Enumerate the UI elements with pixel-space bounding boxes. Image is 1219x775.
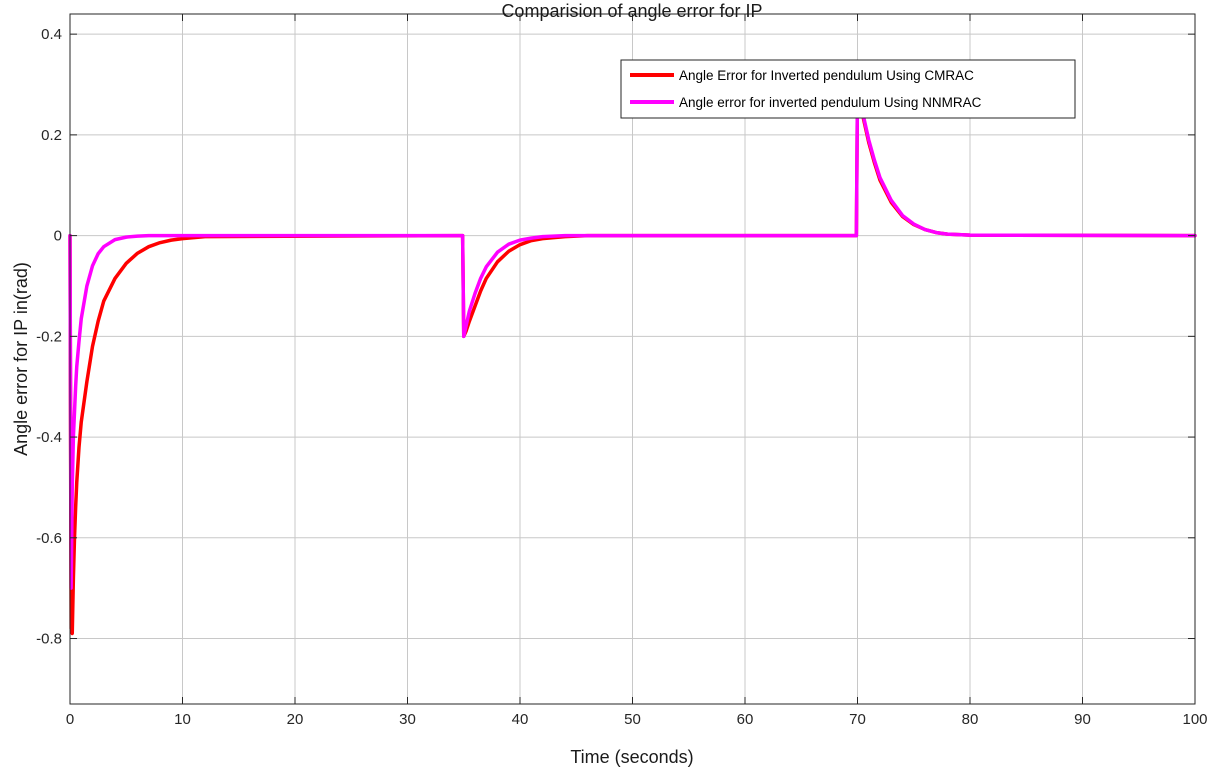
legend: Angle Error for Inverted pendulum Using … bbox=[620, 59, 1076, 119]
y-tick-label: -0.8 bbox=[36, 631, 62, 648]
y-tick-labels: 0.4 0.2 0 -0.2 -0.4 -0.6 -0.8 bbox=[36, 26, 62, 647]
x-tick-label: 50 bbox=[624, 711, 641, 728]
y-axis-label: Angle error for IP in(rad) bbox=[11, 262, 31, 456]
grid-lines bbox=[69, 14, 1196, 704]
x-tick-labels: 0 10 20 30 40 50 60 70 80 90 100 bbox=[66, 711, 1208, 728]
legend-box bbox=[620, 59, 1076, 119]
x-axis-label: Time (seconds) bbox=[570, 747, 693, 767]
y-tick-label: 0 bbox=[54, 228, 62, 245]
x-tick-label: 60 bbox=[737, 711, 754, 728]
legend-label-nnmrac: Angle error for inverted pendulum Using … bbox=[679, 95, 982, 110]
x-tick-label: 40 bbox=[512, 711, 529, 728]
y-tick-label: 0.2 bbox=[41, 127, 62, 144]
x-tick-label: 0 bbox=[66, 711, 74, 728]
series-line-nnmrac bbox=[68, 82, 1197, 590]
x-tick-label: 30 bbox=[399, 711, 416, 728]
series-layer bbox=[68, 82, 1197, 636]
chart-title: Comparision of angle error for IP bbox=[501, 1, 762, 21]
y-tick-label: 0.4 bbox=[41, 26, 62, 43]
legend-label-cmrac: Angle Error for Inverted pendulum Using … bbox=[679, 68, 974, 83]
x-tick-label: 80 bbox=[962, 711, 979, 728]
y-tick-label: -0.4 bbox=[36, 429, 62, 446]
y-tick-label: -0.6 bbox=[36, 530, 62, 547]
x-tick-label: 10 bbox=[174, 711, 191, 728]
axis-ticks bbox=[69, 14, 1196, 704]
x-tick-label: 20 bbox=[287, 711, 304, 728]
x-tick-label: 70 bbox=[849, 711, 866, 728]
x-tick-label: 100 bbox=[1182, 711, 1207, 728]
x-tick-label: 90 bbox=[1074, 711, 1091, 728]
y-tick-label: -0.2 bbox=[36, 328, 62, 345]
